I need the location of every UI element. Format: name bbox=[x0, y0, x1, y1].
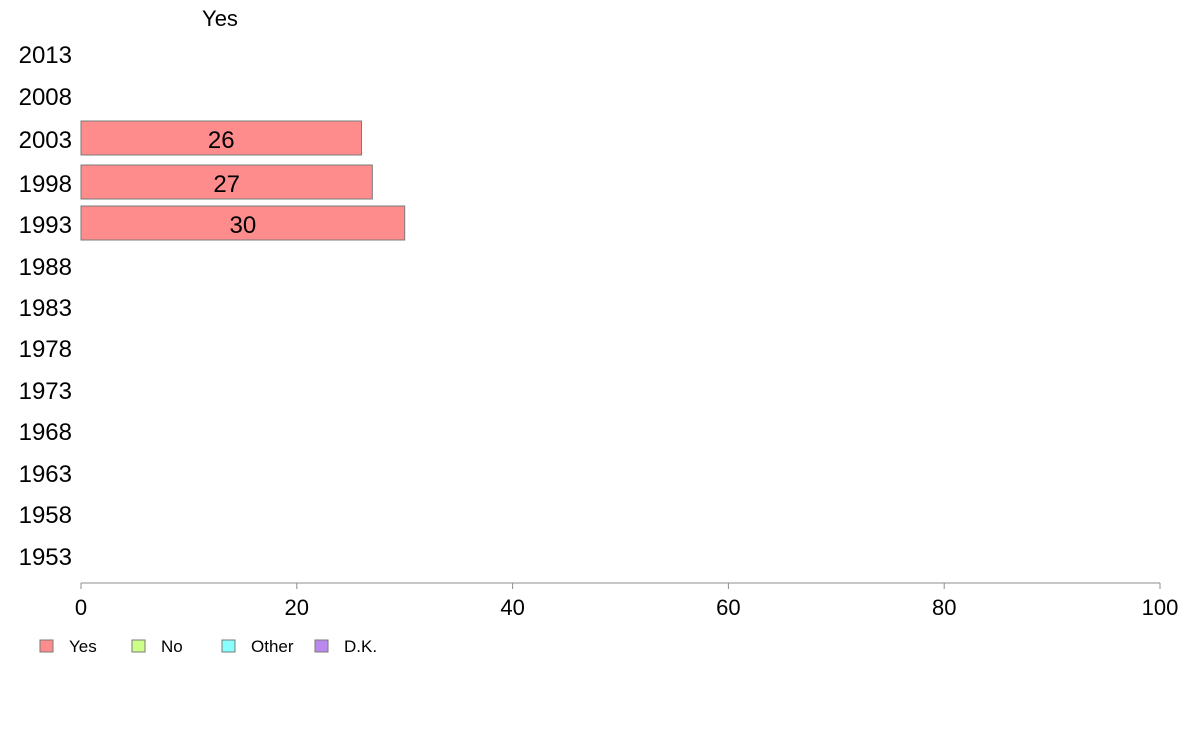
bar-value-label: 30 bbox=[229, 212, 256, 239]
x-tick-label: 60 bbox=[716, 595, 740, 620]
category-label: 1973 bbox=[19, 378, 72, 405]
legend-swatch bbox=[314, 639, 329, 653]
category-label: 2013 bbox=[19, 42, 72, 69]
bar bbox=[80, 205, 406, 241]
category-label: 1963 bbox=[19, 461, 72, 488]
legend-label: No bbox=[161, 637, 183, 656]
category-label: 1998 bbox=[19, 171, 72, 198]
category-labels: 2013 2008 2003 1998 1993 1988 1983 1978 1973 1968… bbox=[19, 42, 72, 571]
bar-value-label: 26 bbox=[208, 127, 235, 154]
category-label: 2008 bbox=[19, 84, 72, 111]
x-tick-label: 80 bbox=[932, 595, 956, 620]
category-label: 1993 bbox=[19, 212, 72, 239]
data-labels: 26 27 30 bbox=[208, 127, 256, 239]
category-label: 2003 bbox=[19, 127, 72, 154]
category-label: 1968 bbox=[19, 419, 72, 446]
category-label: 1988 bbox=[19, 254, 72, 281]
x-tick-label: 100 bbox=[1142, 595, 1179, 620]
bars bbox=[80, 120, 406, 241]
category-label: 1983 bbox=[19, 295, 72, 322]
category-label: 1978 bbox=[19, 336, 72, 363]
legend-swatch bbox=[131, 639, 146, 653]
x-tick-label: 0 bbox=[75, 595, 87, 620]
x-tick-label: 40 bbox=[500, 595, 524, 620]
legend-label: Yes bbox=[69, 637, 97, 656]
legend-label: Other bbox=[251, 637, 294, 656]
x-tick-label: 20 bbox=[285, 595, 309, 620]
category-label: 1958 bbox=[19, 502, 72, 529]
bar-value-label: 27 bbox=[213, 171, 240, 198]
bar bbox=[80, 164, 373, 200]
legend-label: D.K. bbox=[344, 637, 377, 656]
x-axis: 0 20 40 60 80 100 bbox=[75, 582, 1179, 620]
legend: Yes No Other D.K. bbox=[39, 637, 377, 656]
legend-swatch bbox=[221, 639, 236, 653]
column-header: Yes bbox=[202, 6, 238, 31]
category-label: 1953 bbox=[19, 544, 72, 571]
bar bbox=[80, 120, 363, 156]
legend-swatch bbox=[39, 639, 54, 653]
